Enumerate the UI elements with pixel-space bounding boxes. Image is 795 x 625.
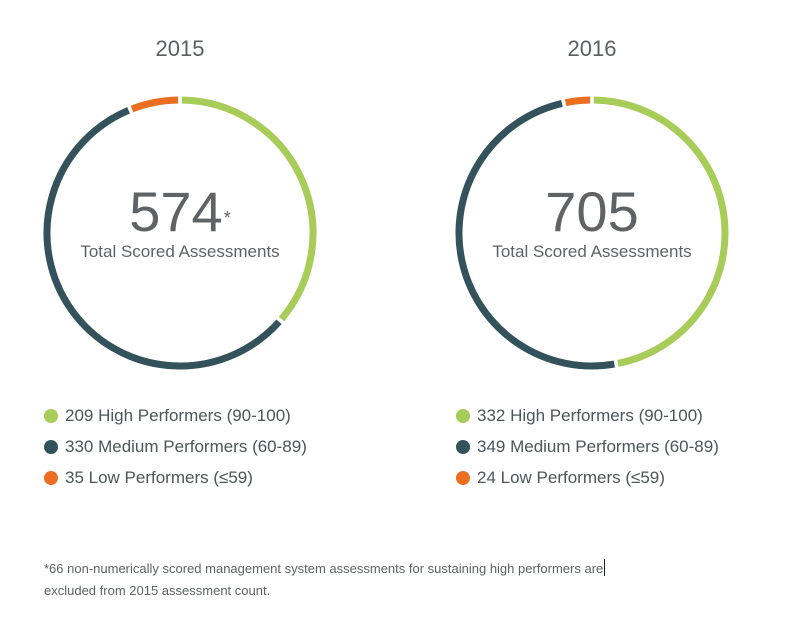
total-number-2016: 705 [545,180,639,243]
legend-label-low-2016: 24 Low Performers (≤59) [477,467,665,487]
footnote-line-1: *66 non-numerically scored management sy… [44,558,724,580]
chart-2016: 2016 705 Total Scored Assessments 332 Hi… [442,0,742,500]
total-label-2016: Total Scored Assessments [492,242,692,261]
donut-segment-high-2016 [593,96,729,367]
legend-2016: 332 High Performers (90-100) 349 Medium … [456,400,719,493]
chart-title-2016: 2016 [567,36,617,61]
donut-segment-medium-2016 [455,100,615,370]
total-value-2015: 574* [30,180,330,244]
legend-item-high-2016: 332 High Performers (90-100) [456,400,719,431]
legend-label-high-2015: 209 High Performers (90-100) [65,405,291,425]
legend-dot-high-2015 [44,408,58,423]
total-asterisk-2015: * [223,208,231,228]
legend-2015: 209 High Performers (90-100) 330 Medium … [44,400,307,493]
legend-item-high-2015: 209 High Performers (90-100) [44,400,307,431]
legend-dot-medium-2015 [44,439,58,454]
text-cursor [604,559,606,576]
legend-dot-low-2015 [44,470,58,485]
total-label-2015: Total Scored Assessments [80,242,280,261]
total-number-2015: 574 [129,180,223,243]
footnote: *66 non-numerically scored management sy… [44,558,724,602]
legend-item-medium-2015: 330 Medium Performers (60-89) [44,431,307,462]
legend-label-medium-2016: 349 Medium Performers (60-89) [477,436,719,456]
legend-label-medium-2015: 330 Medium Performers (60-89) [65,436,307,456]
donut-chart-2015 [43,96,317,370]
legend-label-low-2015: 35 Low Performers (≤59) [65,467,253,487]
footnote-text-1: *66 non-numerically scored management sy… [44,561,604,576]
chart-2015: 2015 574* Total Scored Assessments 209 H… [30,0,330,500]
legend-dot-high-2016 [456,408,470,423]
legend-dot-low-2016 [456,470,470,485]
legend-label-high-2016: 332 High Performers (90-100) [477,405,703,425]
legend-dot-medium-2016 [456,439,470,454]
donut-segment-low-2016 [564,96,591,107]
footnote-text-2: excluded from 2015 assessment count. [44,583,271,598]
total-value-2016: 705 [442,180,742,244]
legend-item-low-2015: 35 Low Performers (≤59) [44,462,307,493]
donut-segment-low-2015 [130,96,179,113]
donut-chart-2016 [455,96,729,370]
chart-title-2015: 2015 [155,36,205,61]
legend-item-medium-2016: 349 Medium Performers (60-89) [456,431,719,462]
donut-segment-medium-2015 [43,107,282,370]
legend-item-low-2016: 24 Low Performers (≤59) [456,462,719,493]
donut-segment-high-2015 [181,96,317,322]
